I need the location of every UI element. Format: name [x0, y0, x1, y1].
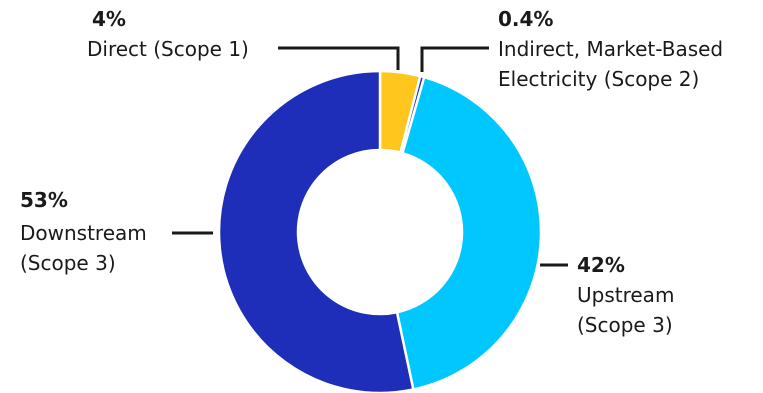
percent-label-direct: 4% — [92, 7, 126, 31]
slice-label-downstream-line2: (Scope 3) — [20, 251, 116, 275]
slice-label-upstream-line1: Upstream — [577, 283, 674, 307]
slice-label-downstream-line1: Downstream — [20, 221, 147, 245]
leader-line-indirect — [420, 46, 489, 72]
slice-label-indirect-line2: Electricity (Scope 2) — [498, 67, 699, 91]
slice-upstream — [395, 75, 543, 391]
percent-label-downstream: 53% — [20, 188, 68, 212]
slice-label-upstream-line2: (Scope 3) — [577, 313, 673, 337]
slice-label-direct: Direct (Scope 1) — [87, 37, 249, 61]
slice-downstream — [217, 69, 415, 393]
donut-slices — [217, 69, 543, 393]
slice-label-indirect-line1: Indirect, Market-Based — [498, 37, 723, 61]
percent-label-indirect: 0.4% — [498, 7, 553, 31]
leader-line-direct — [278, 46, 400, 70]
percent-label-upstream: 42% — [577, 253, 625, 277]
